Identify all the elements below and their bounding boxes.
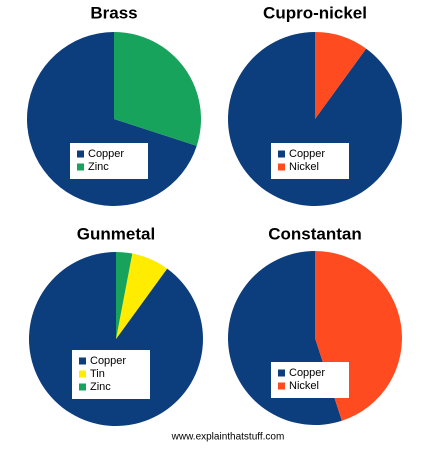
legend-swatch [79, 383, 86, 391]
legend-swatch [77, 150, 84, 158]
legend-swatch [278, 163, 285, 171]
legend-box [271, 362, 349, 398]
legend-label: Copper [289, 367, 325, 379]
pie-slice [116, 253, 168, 339]
pie-slice [116, 252, 133, 339]
chart-title: Constantan [268, 224, 362, 243]
legend-label: Copper [88, 148, 124, 160]
legend-box [70, 143, 148, 179]
legend-swatch [278, 369, 285, 377]
legend-label: Copper [90, 355, 126, 367]
legend-swatch [79, 370, 86, 378]
pie-slice [315, 32, 367, 119]
legend-swatch [77, 163, 84, 171]
legend-swatch [278, 150, 285, 158]
footer: www.explainthatstuff.com [171, 432, 285, 443]
legend-label: Tin [90, 368, 105, 380]
pie-slice [26, 32, 197, 206]
chart-title: Brass [90, 3, 137, 22]
legend-label: Zinc [90, 381, 111, 393]
legend-swatch [278, 382, 285, 390]
legend-swatch [79, 357, 86, 365]
pie-slice [28, 252, 203, 426]
legend-label: Nickel [289, 161, 319, 173]
legend-label: Copper [289, 148, 325, 160]
chart-title: Gunmetal [77, 224, 155, 243]
legend-label: Nickel [289, 380, 319, 392]
legend-label: Zinc [88, 161, 109, 173]
pie-slice [114, 32, 201, 146]
legend-box [271, 143, 349, 179]
chart-title: Cupro-nickel [263, 3, 367, 22]
